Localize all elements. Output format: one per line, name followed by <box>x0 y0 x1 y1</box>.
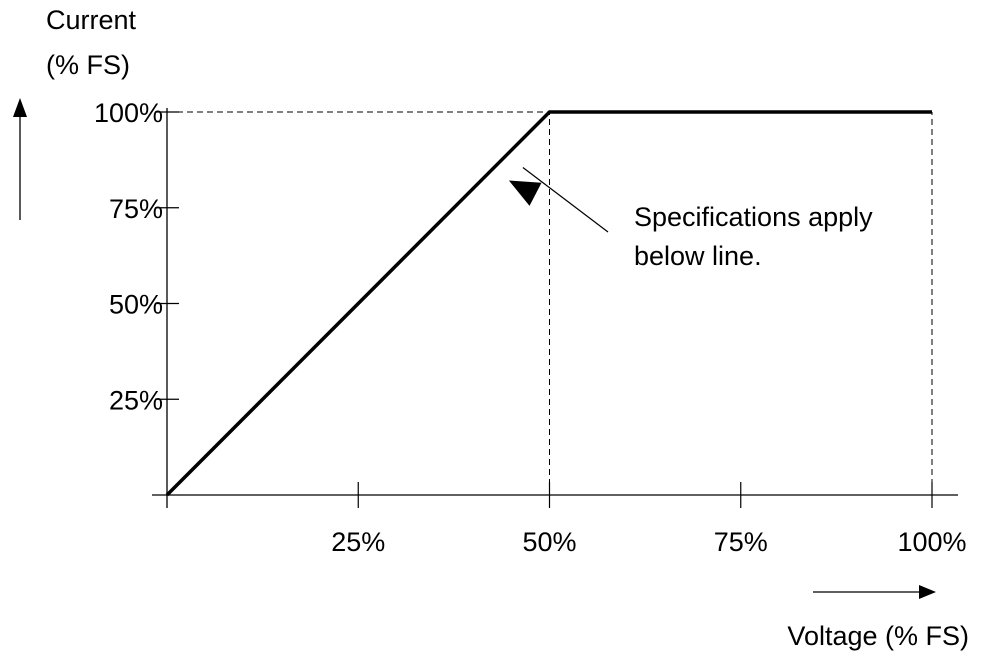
x-axis-title: Voltage (% FS) <box>787 621 969 651</box>
x-tick-label-25: 25% <box>331 527 385 557</box>
series-line-0 <box>165 110 932 497</box>
x-tick-label-50: 50% <box>522 527 576 557</box>
y-axis-title-line-1: Current <box>46 5 137 35</box>
annotation-line-2: below line. <box>634 241 762 271</box>
y-axis-arrow-icon <box>13 98 27 220</box>
y-axis-title-line-2: (% FS) <box>46 50 130 80</box>
x-tick-label-75: 75% <box>714 527 768 557</box>
y-tick-label-25: 25% <box>109 385 163 415</box>
x-axis-arrow-icon <box>813 585 936 599</box>
annotation-arrow-icon <box>508 166 609 233</box>
annotation-line-1: Specifications apply <box>634 202 873 232</box>
y-tick-label-75: 75% <box>109 194 163 224</box>
y-tick-label-50: 50% <box>109 290 163 320</box>
y-tick-label-100: 100% <box>94 98 163 128</box>
x-tick-label-100: 100% <box>897 527 966 557</box>
